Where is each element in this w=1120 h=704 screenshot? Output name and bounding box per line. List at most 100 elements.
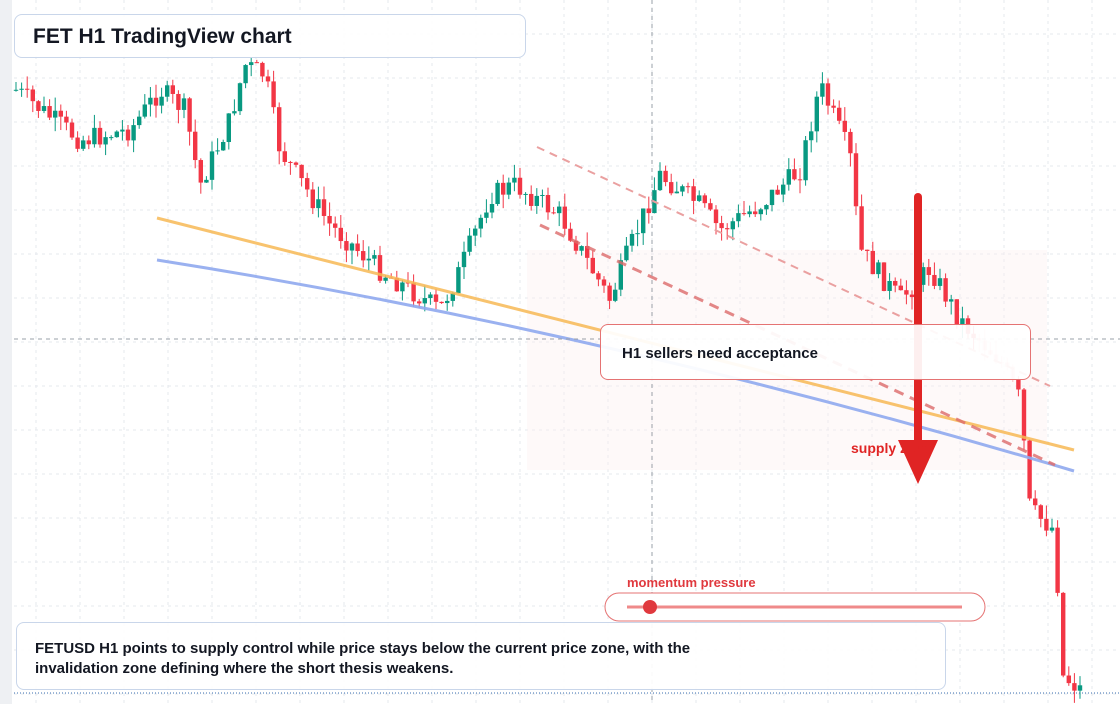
candle-body (120, 129, 125, 132)
candle-body (30, 89, 35, 102)
candle-body (764, 205, 769, 210)
title: FET H1 TradingView chart (33, 25, 292, 48)
candle-body (820, 83, 825, 97)
candle-body (753, 211, 758, 215)
candle-body (450, 293, 455, 301)
candle-body (64, 116, 69, 123)
candle-body (730, 221, 735, 230)
candle-body (870, 250, 875, 275)
candle-body (372, 255, 377, 259)
candle-body (579, 246, 584, 251)
candle-body (109, 137, 114, 139)
candle-body (265, 76, 271, 82)
candle-body (1049, 527, 1055, 531)
candle-body (545, 194, 551, 213)
candle-body (153, 97, 159, 106)
candle-body (557, 206, 562, 214)
candle-body (495, 182, 500, 205)
candle-body (803, 140, 808, 181)
candle-body (618, 260, 623, 290)
candle-body (148, 97, 153, 105)
candle-body (467, 235, 472, 252)
callout-text: H1 sellers need acceptance (622, 345, 818, 362)
candle-body (13, 89, 19, 91)
candle-body (865, 249, 870, 251)
candle-body (170, 85, 175, 94)
candle-body (898, 285, 903, 291)
candle-body (691, 186, 696, 201)
candle-body (702, 195, 707, 204)
candle-body (629, 233, 635, 246)
left-edge (0, 0, 12, 704)
zone-label: supply zone (851, 440, 932, 456)
candle-body (697, 195, 702, 201)
candle-body (758, 209, 763, 215)
candle-body (741, 213, 747, 215)
candle-body (646, 208, 651, 214)
candle-body (473, 228, 478, 236)
candle-body (260, 62, 265, 77)
candle-body (377, 255, 383, 281)
candle-body (215, 150, 220, 152)
candle-body (1033, 498, 1038, 506)
candle-body (439, 301, 444, 304)
candle-body (747, 211, 752, 215)
candle-body (411, 282, 416, 302)
candle-body (394, 278, 399, 292)
candle-body (400, 282, 405, 292)
candle-body (125, 129, 131, 141)
candle-body (809, 131, 814, 141)
caption: FETUSD H1 points to supply control while… (35, 640, 691, 677)
candle-body (316, 199, 321, 209)
title-box: FET H1 TradingView chart (14, 14, 526, 58)
candle-body (86, 140, 91, 145)
candle-body (81, 140, 86, 149)
candle-body (1066, 675, 1071, 684)
candle-body (736, 213, 741, 222)
candle-body (786, 169, 791, 185)
candle-body (69, 122, 75, 138)
candle-body (349, 243, 355, 251)
candle-body (842, 120, 847, 132)
candle-body (36, 101, 41, 111)
candle-body (484, 212, 489, 218)
candle-body (92, 127, 97, 145)
caption-box: FETUSD H1 points to supply control while… (16, 622, 946, 690)
candle-body (814, 96, 819, 132)
candle-body (321, 199, 327, 216)
candle-body (596, 273, 601, 280)
candle-body (114, 131, 119, 138)
candle-body (366, 258, 371, 261)
candle-body (551, 212, 556, 214)
candle-body (769, 189, 775, 206)
candle-body (310, 189, 315, 209)
candle-body (725, 228, 730, 230)
candle-body (943, 278, 948, 302)
candle-body (540, 194, 545, 196)
candle-body (1072, 683, 1077, 691)
candle-body (601, 279, 607, 286)
candle-body (568, 228, 573, 241)
candle-body (534, 195, 539, 206)
candle-body (1044, 518, 1049, 531)
candle-body (909, 294, 915, 298)
candle-body (848, 131, 853, 154)
slider-knob (643, 600, 657, 614)
candle-body (529, 193, 534, 206)
candle-body (187, 98, 192, 132)
candle-body (781, 184, 786, 195)
candle-body (305, 178, 310, 190)
candle-body (293, 162, 299, 165)
candle-body (1021, 389, 1027, 441)
channel-line (536, 146, 1051, 387)
candle-body (926, 267, 931, 275)
candle-body (512, 177, 517, 183)
candle-body (445, 300, 450, 304)
momentum-label: momentum pressure (627, 575, 756, 590)
candle-body (641, 208, 646, 234)
channel-line (539, 223, 1056, 467)
candle-body (433, 294, 439, 302)
candle-body (53, 110, 58, 118)
candle-body (881, 262, 887, 291)
